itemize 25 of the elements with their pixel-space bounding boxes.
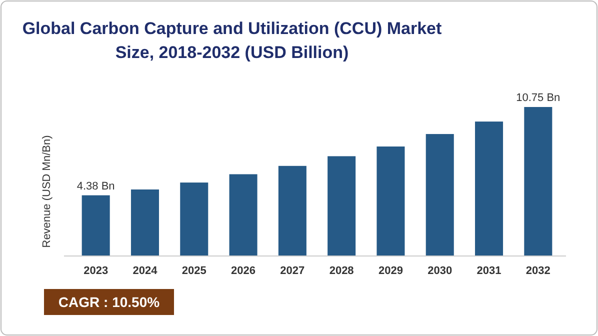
bar [328, 156, 356, 256]
x-tick-label: 2030 [428, 265, 452, 277]
x-tick-label: 2027 [280, 265, 305, 277]
x-tick-label: 2031 [476, 265, 502, 277]
bar [426, 134, 454, 256]
bar [475, 122, 504, 256]
x-tick-label: 2032 [526, 265, 550, 277]
x-tick-label: 2029 [378, 265, 403, 277]
x-tick-label: 2023 [84, 265, 108, 277]
chart-title: Global Carbon Capture and Utilization (CCU) Market Size, 2018-2032 (USD Billion) [22, 19, 442, 62]
bar [278, 166, 306, 256]
bar [82, 195, 110, 256]
data-label: 4.38 Bn [76, 180, 115, 192]
y-axis-title: Revenue (USD Mn/Bn) [41, 135, 53, 248]
x-tick-label: 2024 [132, 265, 158, 277]
data-label: 10.75 Bn [516, 92, 560, 104]
bar [180, 182, 208, 256]
bar [524, 107, 552, 256]
text: CAGR : 10.50% [58, 294, 160, 310]
bar [376, 146, 405, 256]
x-tick-label: 2025 [182, 265, 206, 277]
x-tick-label: 2028 [329, 265, 354, 277]
bar [229, 174, 258, 256]
x-tick-label: 2026 [231, 265, 256, 277]
bar [130, 189, 159, 256]
